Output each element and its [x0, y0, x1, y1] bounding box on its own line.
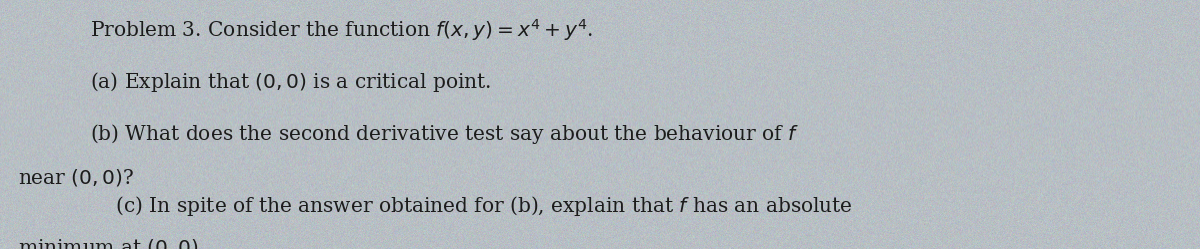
Text: (b) What does the second derivative test say about the behaviour of $f$: (b) What does the second derivative test…: [90, 122, 799, 146]
Text: minimum at $(0, 0)$.: minimum at $(0, 0)$.: [18, 237, 205, 249]
Text: (a) Explain that $(0, 0)$ is a critical point.: (a) Explain that $(0, 0)$ is a critical …: [90, 70, 491, 94]
Text: Problem 3. Consider the function $f(x, y) = x^4 + y^4$.: Problem 3. Consider the function $f(x, y…: [90, 17, 593, 43]
Text: near $(0, 0)$?: near $(0, 0)$?: [18, 167, 134, 188]
Text: (c) In spite of the answer obtained for (b), explain that $f$ has an absolute: (c) In spite of the answer obtained for …: [90, 194, 853, 218]
